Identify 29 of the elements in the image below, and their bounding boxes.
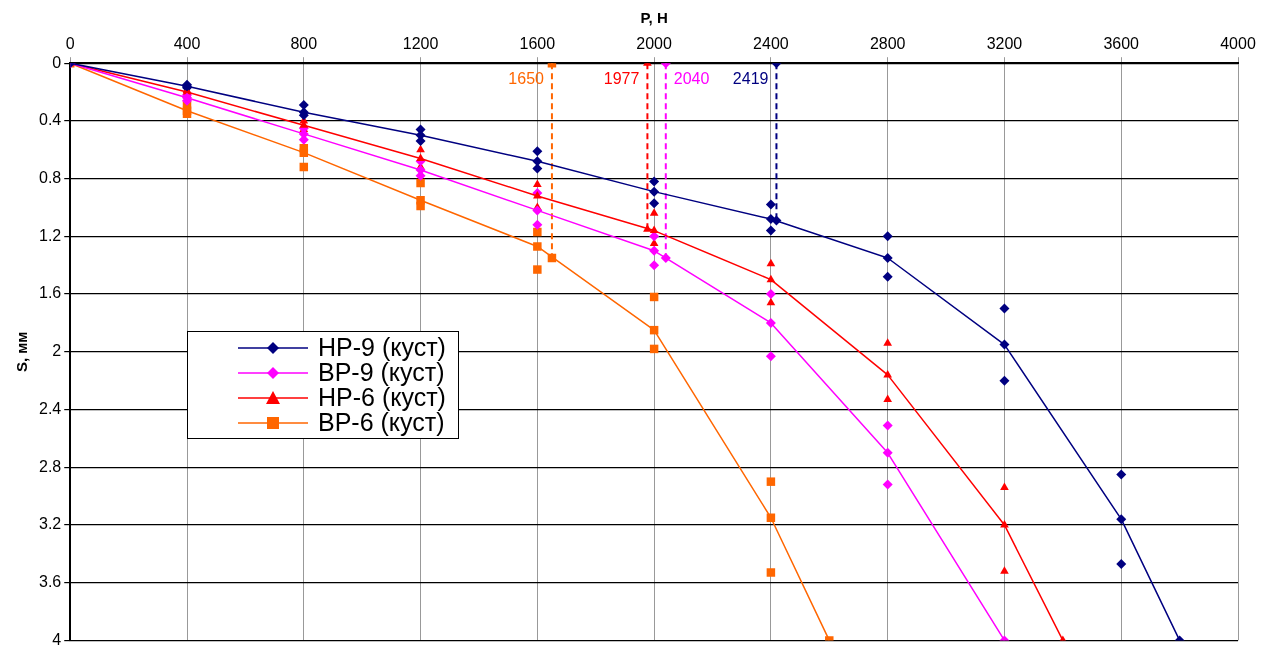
annotation: 1977 (603, 69, 640, 87)
x-tick-label: 800 (290, 35, 318, 53)
x-tick-label: 1200 (402, 35, 439, 53)
x-tick-label: 2400 (753, 35, 789, 53)
y-tick-label: 1.2 (38, 226, 62, 244)
x-tick-label: 1600 (519, 35, 556, 53)
x-tick-label: 4000 (1220, 35, 1256, 53)
y-tick-label: 0 (52, 53, 62, 71)
y-tick-label: 0.8 (38, 169, 62, 187)
x-tick-label: 2800 (869, 35, 906, 53)
y-tick-label: 1.6 (38, 284, 62, 302)
annotation: 2040 (673, 69, 710, 87)
y-tick-label: 3.6 (38, 573, 62, 591)
x-tick-label: 0 (65, 35, 75, 53)
y-tick-label: 0.4 (38, 111, 62, 129)
x-tick-label: 400 (173, 35, 201, 53)
x-axis-title: P, Н (640, 9, 668, 27)
x-tick-label: 3600 (1103, 35, 1140, 53)
y-tick-label: 3.2 (38, 515, 62, 533)
y-tick-label: 4 (52, 630, 62, 648)
y-tick-label: 2.8 (38, 457, 62, 475)
annotation: 1650 (508, 69, 545, 87)
y-tick-label: 2.4 (38, 399, 62, 417)
annotation: 2419 (732, 69, 769, 87)
y-axis-title: S, мм (13, 331, 31, 373)
x-tick-label: 3200 (986, 35, 1023, 53)
x-tick-label: 2000 (636, 35, 673, 53)
legend-label: HP-9 (куст) (318, 333, 446, 361)
y-tick-label: 2 (52, 342, 62, 360)
